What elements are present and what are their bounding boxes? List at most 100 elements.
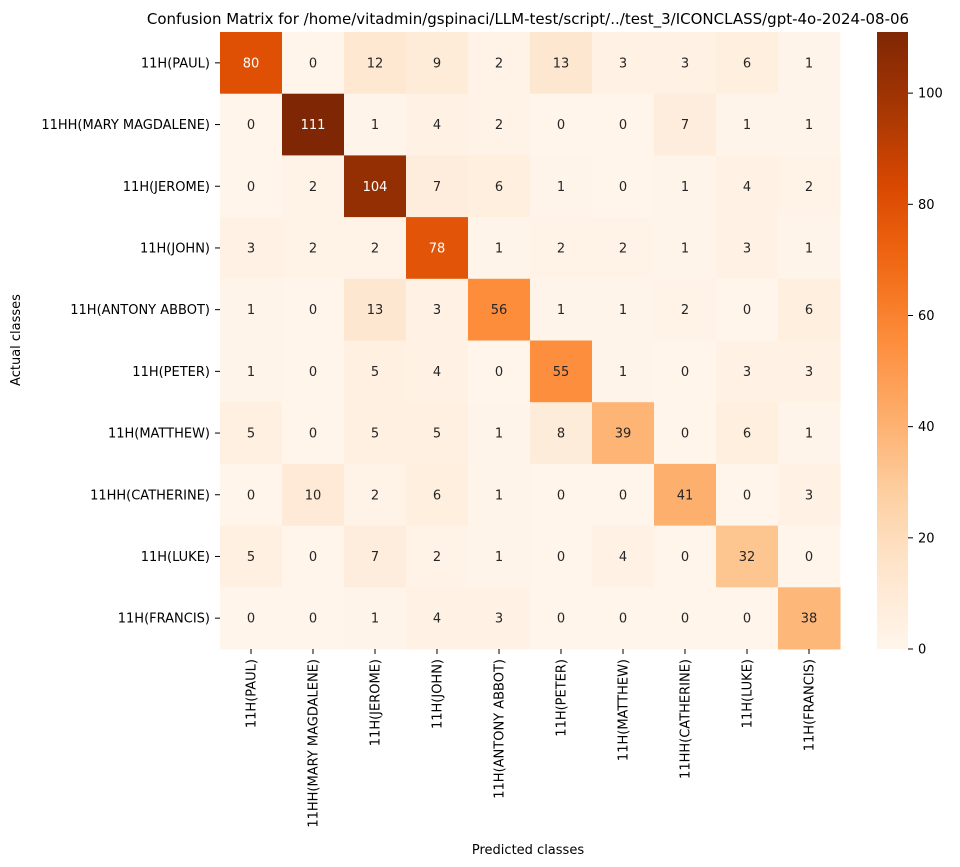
- heatmap-cell: [406, 525, 469, 588]
- cell-value-label: 0: [619, 488, 627, 503]
- heatmap-cell: [530, 93, 593, 156]
- column-tick-label: 11H(LUKE): [741, 659, 756, 728]
- cell-value-label: 0: [681, 550, 689, 565]
- cell-value-label: 78: [429, 241, 446, 256]
- heatmap-cell: [344, 525, 407, 588]
- heatmap-cell: [344, 32, 407, 95]
- row-tick-label: 11H(JEROME): [123, 180, 210, 195]
- cell-value-label: 1: [247, 303, 255, 318]
- cell-value-label: 0: [557, 118, 565, 133]
- heatmap-cell: [344, 587, 407, 650]
- heatmap-cell: [530, 278, 593, 341]
- cell-value-label: 1: [681, 241, 689, 256]
- heatmap-cell: [530, 402, 593, 465]
- heatmap-cell: [282, 340, 345, 403]
- heatmap-cell: [220, 155, 283, 218]
- column-tick-label: 11H(FRANCIS): [803, 659, 818, 751]
- heatmap-cell: [716, 463, 779, 527]
- cell-value-label: 0: [557, 550, 565, 565]
- cell-value-label: 3: [743, 241, 751, 256]
- heatmap-cell: [282, 278, 345, 341]
- heatmap-cell: [592, 463, 655, 527]
- column-tick-label: 11H(JEROME): [369, 659, 384, 746]
- cell-value-label: 2: [805, 180, 813, 195]
- cell-value-label: 13: [367, 303, 384, 318]
- heatmap-cell: [344, 340, 407, 403]
- heatmap-cell: [716, 155, 779, 218]
- cell-value-label: 5: [371, 365, 379, 380]
- column-tick-label: 11H(PETER): [555, 659, 570, 737]
- cell-value-label: 1: [495, 550, 503, 565]
- heatmap-cell: [778, 340, 841, 403]
- cell-value-label: 80: [243, 56, 260, 71]
- heatmap-cell: [654, 587, 717, 650]
- cell-value-label: 2: [619, 241, 627, 256]
- cell-value-label: 56: [491, 303, 508, 318]
- x-axis-label: Predicted classes: [472, 843, 584, 858]
- cell-value-label: 104: [363, 180, 388, 195]
- heatmap-cell: [530, 32, 593, 95]
- cell-value-label: 2: [371, 241, 379, 256]
- heatmap-cell: [592, 340, 655, 403]
- heatmap-cell: [282, 525, 345, 588]
- cell-value-label: 2: [309, 180, 317, 195]
- heatmap-cell: [468, 463, 531, 527]
- cell-value-label: 4: [433, 118, 441, 133]
- cell-value-label: 1: [371, 612, 379, 627]
- cell-value-label: 1: [495, 241, 503, 256]
- heatmap-cell: [282, 402, 345, 465]
- cell-value-label: 0: [309, 365, 317, 380]
- cell-value-label: 1: [743, 118, 751, 133]
- heatmap-cell: [282, 93, 345, 156]
- heatmap-cell: [716, 93, 779, 156]
- colorbar: [877, 32, 908, 649]
- row-tick-labels: 11H(PAUL) 11HH(MARY MAGDALENE) 11H(JEROME)…: [41, 56, 220, 627]
- cell-value-label: 7: [681, 118, 689, 133]
- cell-value-label: 2: [681, 303, 689, 318]
- cell-value-label: 8: [557, 427, 565, 442]
- column-tick-label: 11HH(CATHERINE): [679, 659, 694, 779]
- heatmap-cell: [530, 217, 593, 280]
- column-tick-labels: 11H(PAUL) 11HH(MARY MAGDALENE) 11H(JEROME)…: [245, 649, 818, 828]
- cell-value-label: 5: [247, 550, 255, 565]
- heatmap-cell: [220, 340, 283, 403]
- column-tick-label: 11H(PAUL): [245, 659, 260, 728]
- y-axis-label: Actual classes: [9, 294, 24, 386]
- colorbar-tick-label: 0: [918, 643, 926, 658]
- cell-value-label: 12: [367, 56, 384, 71]
- heatmap-cell: [344, 463, 407, 527]
- column-tick-label: 11H(ANTONY ABBOT): [493, 659, 508, 799]
- heatmap-cell: [716, 402, 779, 465]
- cell-value-label: 3: [433, 303, 441, 318]
- cell-value-label: 3: [495, 612, 503, 627]
- heatmap-cell: [654, 340, 717, 403]
- heatmap-cell: [406, 93, 469, 156]
- heatmap-cell: [220, 463, 283, 527]
- heatmap-cell: [282, 463, 345, 527]
- heatmap-cell: [716, 32, 779, 95]
- row-tick-label: 11H(MATTHEW): [108, 427, 210, 442]
- heatmap-cell: [468, 32, 531, 95]
- cell-value-label: 5: [433, 427, 441, 442]
- colorbar-tick-label: 100: [918, 87, 943, 102]
- colorbar-ticks: 0 20 40 60 80 100: [908, 87, 943, 658]
- cell-value-label: 0: [619, 612, 627, 627]
- cell-value-label: 3: [805, 365, 813, 380]
- cell-value-label: 0: [805, 550, 813, 565]
- heatmap-cell: [406, 463, 469, 527]
- heatmap-cell: [468, 155, 531, 218]
- cell-value-label: 6: [743, 427, 751, 442]
- cell-value-label: 2: [309, 241, 317, 256]
- heatmap-cell: [468, 217, 531, 280]
- row-tick-label: 11H(ANTONY ABBOT): [70, 303, 210, 318]
- heatmap-cell: [530, 340, 593, 403]
- cell-value-label: 4: [743, 180, 751, 195]
- column-tick-label: 11HH(MARY MAGDALENE): [307, 659, 322, 828]
- cell-value-label: 4: [433, 365, 441, 380]
- heatmap-cell: [406, 155, 469, 218]
- cell-value-label: 2: [495, 118, 503, 133]
- cell-value-label: 1: [247, 365, 255, 380]
- cell-value-label: 7: [371, 550, 379, 565]
- cell-value-label: 3: [743, 365, 751, 380]
- cell-value-label: 1: [805, 56, 813, 71]
